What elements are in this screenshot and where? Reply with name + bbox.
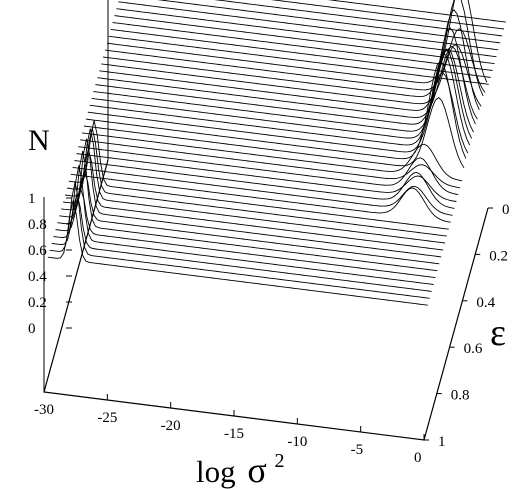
waterfall-line bbox=[49, 181, 430, 299]
y-tick-label: 0.8 bbox=[451, 388, 470, 404]
waterfall-line bbox=[76, 153, 457, 202]
y-tick-label: 1 bbox=[438, 434, 446, 450]
y-tick-label: 0 bbox=[502, 202, 510, 218]
z-tick-label: 1 bbox=[28, 191, 36, 207]
waterfall-line bbox=[78, 146, 459, 196]
waterfall-line bbox=[82, 132, 463, 182]
y-axis-title: ε bbox=[490, 312, 506, 354]
x-tick-label: -20 bbox=[161, 418, 181, 434]
waterfall-line bbox=[116, 8, 497, 58]
waterfall-line bbox=[59, 169, 440, 265]
waterfall-line bbox=[80, 139, 461, 189]
waterfall-line bbox=[55, 187, 436, 279]
waterfall-line bbox=[99, 8, 480, 111]
waterfall-line bbox=[47, 200, 428, 306]
waterfall-line bbox=[110, 28, 491, 78]
x-axis-title-symbol: σ bbox=[247, 450, 266, 489]
z-tick-label: 0.6 bbox=[28, 243, 47, 259]
waterfall-line bbox=[108, 35, 489, 85]
waterfall-line bbox=[156, 0, 501, 44]
x-tick-label: -5 bbox=[351, 442, 364, 458]
waterfall-line bbox=[214, 0, 503, 37]
waterfall-line bbox=[89, 53, 471, 146]
z-tick-label: 0.2 bbox=[28, 295, 47, 311]
y-tick-label: 0.2 bbox=[489, 248, 508, 264]
waterfall-line bbox=[68, 120, 449, 230]
waterfall-line bbox=[51, 192, 432, 292]
waterfall-line bbox=[103, 0, 484, 98]
z-tick-label: 0.4 bbox=[28, 269, 47, 285]
waterfall-line bbox=[112, 22, 493, 71]
y-tick-label: 0.4 bbox=[476, 295, 495, 311]
x-axis-title: log σ 2 bbox=[196, 450, 285, 489]
waterfall-line bbox=[64, 128, 446, 244]
waterfall-line bbox=[63, 149, 444, 251]
axis-box-front bbox=[43, 159, 489, 441]
z-tick-label: 0.8 bbox=[28, 217, 47, 233]
waterfall-line bbox=[118, 1, 499, 51]
x-axis-title-base: log bbox=[196, 454, 236, 489]
waterfall-line bbox=[87, 71, 469, 154]
y-tick-label: 0.6 bbox=[464, 341, 483, 357]
waterfall-line bbox=[53, 165, 434, 285]
waterfall-line bbox=[270, 0, 505, 30]
waterfall-line bbox=[104, 28, 486, 93]
x-tick-label: -25 bbox=[97, 410, 117, 426]
x-tick-label: -30 bbox=[34, 402, 54, 418]
waterfall-line bbox=[97, 45, 478, 120]
axis-ticks: -30 -25 -20 -15 -10 -5 000.20.40.60.8100.20.40… bbox=[28, 191, 510, 466]
waterfall-line bbox=[95, 27, 476, 125]
waterfall-line bbox=[74, 160, 455, 209]
waterfall-line bbox=[93, 48, 474, 133]
x-tick-label: 0 bbox=[414, 450, 422, 466]
x-tick-label: -15 bbox=[224, 426, 244, 442]
waterfall-line bbox=[114, 15, 495, 65]
waterfall-line bbox=[91, 48, 473, 139]
waterfall-line bbox=[327, 0, 506, 23]
x-axis-title-exponent: 2 bbox=[275, 450, 285, 472]
waterfall-line bbox=[66, 128, 447, 237]
waterfall-line bbox=[106, 0, 488, 84]
waterfall-line bbox=[70, 173, 451, 223]
waterfall-surface bbox=[47, 0, 506, 306]
x-tick-label: -10 bbox=[287, 434, 307, 450]
waterfall-line bbox=[85, 60, 467, 160]
waterfall-line bbox=[101, 43, 482, 107]
waterfall-line bbox=[83, 97, 465, 169]
z-tick-label: 0 bbox=[28, 321, 36, 337]
waterfall-line bbox=[57, 150, 438, 272]
waterfall-line bbox=[61, 138, 442, 258]
waterfall-line bbox=[72, 166, 453, 216]
z-axis-title: N bbox=[28, 124, 50, 157]
